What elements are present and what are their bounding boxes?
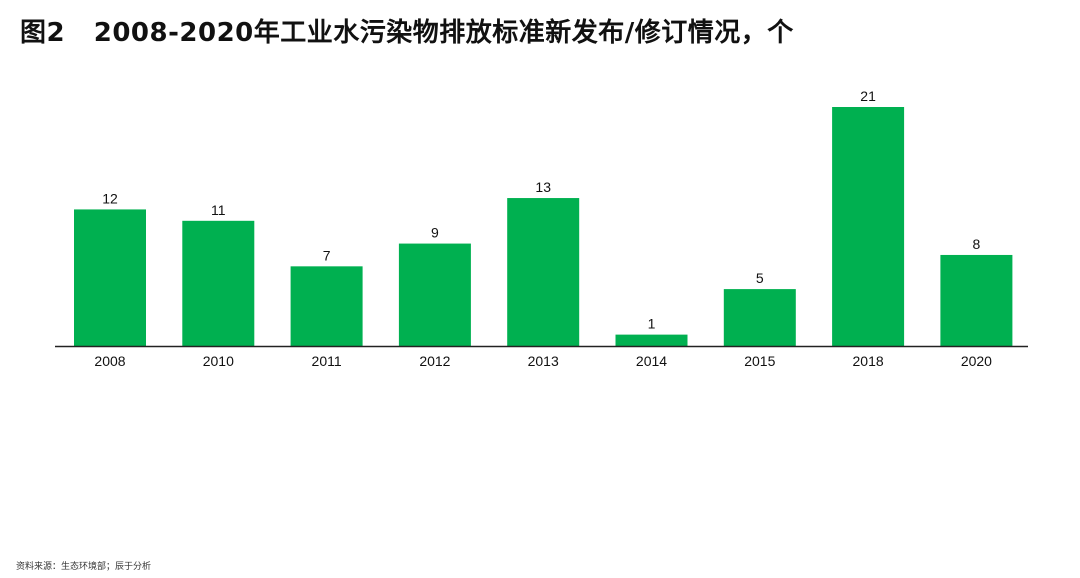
- x-tick-label: 2014: [636, 353, 667, 369]
- bar-2013: [507, 198, 580, 346]
- x-tick-label: 2013: [528, 353, 559, 369]
- bar-2018: [832, 107, 905, 346]
- data-label: 12: [102, 190, 118, 206]
- bar-2012: [398, 243, 471, 346]
- x-tick-label: 2018: [853, 353, 884, 369]
- data-label: 8: [973, 236, 981, 252]
- data-label: 7: [323, 247, 331, 263]
- x-tick-label: 2011: [312, 353, 342, 369]
- bar-2008: [74, 209, 146, 346]
- x-tick-label: 2012: [419, 353, 450, 369]
- x-tick-label: 2010: [203, 353, 234, 369]
- bar-2015: [723, 289, 796, 346]
- data-label: 13: [535, 179, 551, 195]
- source-note: 资料来源：生态环境部；辰于分析: [16, 562, 152, 572]
- x-tick-label: 2020: [961, 353, 992, 369]
- data-label: 21: [860, 88, 876, 104]
- data-label: 5: [756, 270, 764, 286]
- bar-2014: [615, 334, 688, 346]
- x-tick-label: 2015: [744, 353, 775, 369]
- data-label: 1: [648, 316, 656, 332]
- data-label: 11: [211, 202, 226, 218]
- bar-2011: [290, 266, 363, 346]
- x-tick-label: 2008: [94, 353, 125, 369]
- bar-2020: [940, 254, 1013, 346]
- bar-2010: [182, 220, 255, 346]
- data-label: 9: [431, 225, 439, 241]
- chart-title: 图2 2008-2020年工业水污染物排放标准新发布/修订情况，个: [20, 18, 794, 48]
